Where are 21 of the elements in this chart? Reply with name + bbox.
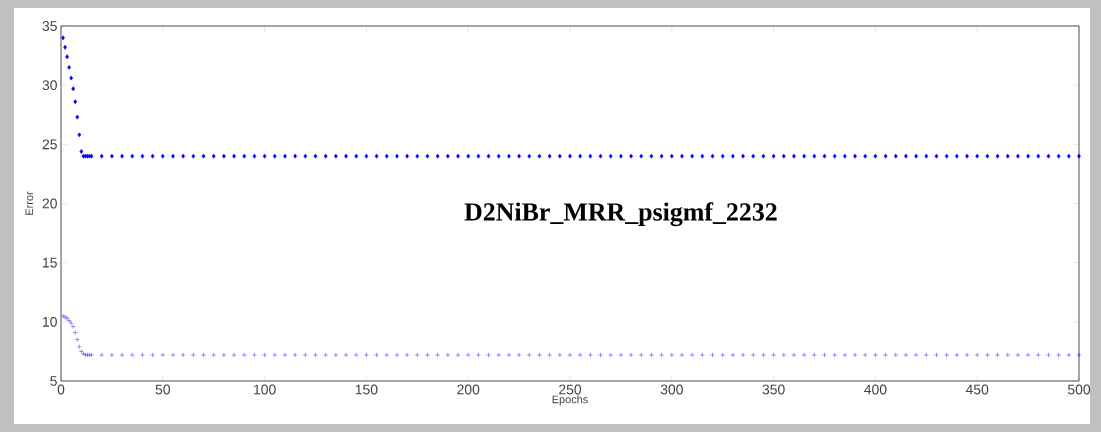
x-tick-label: 150 (355, 384, 378, 395)
y-tick-label: 15 (43, 257, 57, 268)
y-tick-label: 10 (43, 316, 57, 327)
x-axis-title: Epochs (552, 395, 588, 406)
y-tick-label: 20 (42, 198, 57, 209)
x-tick-label: 500 (1067, 384, 1091, 395)
x-tick-label: 350 (762, 384, 785, 395)
y-tick-label: 30 (42, 80, 57, 91)
x-tick-label: 0 (57, 384, 65, 395)
annotation: D2NiBr_MRR_psigmf_2232 (464, 202, 777, 227)
x-tick-label: 250 (559, 384, 582, 395)
x-tick-label: 450 (965, 384, 989, 395)
y-axis-title: Error (25, 191, 34, 215)
x-tick-label: 50 (155, 384, 171, 395)
x-tick-label: 400 (864, 384, 887, 395)
x-tick-label: 200 (457, 384, 480, 395)
y-tick-label: 25 (42, 139, 57, 150)
x-tick-label: 100 (254, 384, 276, 395)
x-tick-label: 300 (660, 384, 683, 395)
y-tick-label: 35 (42, 21, 57, 31)
y-tick-label: 5 (50, 376, 57, 386)
